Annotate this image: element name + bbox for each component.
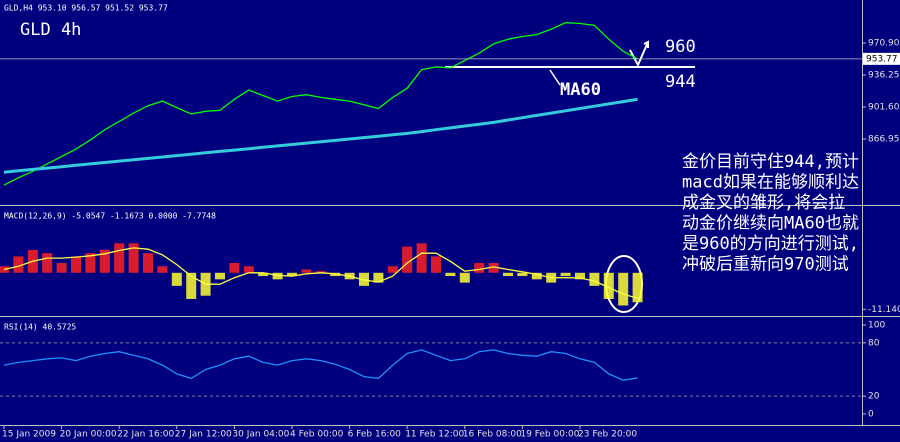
macd-bar: [387, 266, 398, 273]
note-line: 冲破后重新向970测试: [682, 255, 849, 275]
macd-bar: [128, 243, 139, 273]
macd-bar: [229, 262, 240, 273]
x-tick-label: 22 Jan 16:00: [117, 430, 174, 440]
x-tick-label: 27 Jan 12:00: [175, 430, 232, 440]
note-line: 是960的方向进行测试,: [682, 234, 859, 254]
x-tick-label: 30 Jan 04:00: [232, 430, 289, 440]
macd-bar: [459, 272, 470, 283]
last-price-box: [863, 52, 900, 65]
macd-bar: [531, 272, 542, 280]
macd-bar: [301, 269, 312, 273]
y-tick-label: 901.60: [868, 103, 900, 113]
macd-bar: [186, 272, 197, 299]
macd-bar: [243, 266, 254, 273]
x-tick-label: 15 Jan 2009: [2, 430, 56, 440]
macd-bar: [373, 272, 384, 283]
macd-bar: [272, 272, 283, 280]
macd-title: MACD(12,26,9) -5.0547 -1.1673 0.0000 -7.…: [4, 212, 216, 221]
y-tick-label: -11.1406: [868, 305, 900, 315]
x-tick-label: 20 Jan 00:00: [60, 430, 117, 440]
y-tick-label: 0: [868, 409, 874, 419]
macd-bar: [402, 246, 413, 273]
macd-bar: [13, 256, 24, 273]
macd-bar: [258, 272, 269, 277]
x-tick-label: 11 Feb 12:00: [405, 430, 464, 440]
macd-bar: [589, 272, 600, 286]
x-tick-label: 16 Feb 08:00: [463, 430, 522, 440]
macd-bar: [431, 256, 441, 273]
chart-title: GLD,H4 953.10 956.57 951.52 953.77: [4, 4, 168, 13]
x-tick-label: 23 Feb 20:00: [578, 430, 637, 440]
macd-bar: [315, 271, 326, 273]
x-tick-label: 19 Feb 00:00: [520, 430, 579, 440]
macd-bar: [416, 243, 427, 273]
macd-bar: [488, 262, 499, 273]
macd-bar: [71, 256, 81, 273]
macd-bar: [157, 266, 168, 273]
series-line: [3, 97, 638, 174]
macd-bar: [114, 243, 125, 273]
symbol-label: GLD 4h: [20, 20, 81, 40]
macd-bar: [632, 272, 643, 303]
rsi-title: RSI(14) 40.5725: [4, 323, 76, 332]
macd-bar: [517, 272, 528, 277]
macd-bar: [503, 272, 513, 277]
macd-bar: [143, 253, 153, 273]
series-line: [3, 349, 638, 381]
macd-bar: [42, 253, 53, 273]
y-tick-label: 80: [868, 338, 880, 348]
annotation: 944: [665, 72, 696, 92]
arrow: [629, 40, 649, 68]
series-line: [3, 21, 638, 186]
y-tick-label: 970.90: [868, 39, 900, 49]
series-line: [3, 247, 638, 299]
macd-bar: [575, 272, 585, 280]
macd-bar: [603, 272, 614, 299]
last-price-label: 953.77: [866, 54, 898, 64]
macd-bar: [215, 272, 225, 280]
ma-label: MA60: [560, 80, 601, 100]
macd-bar: [171, 272, 182, 286]
y-tick-label: 866.95: [868, 135, 900, 145]
pointer: [549, 69, 561, 86]
macd-bar: [618, 272, 629, 306]
macd-bar: [474, 262, 485, 273]
macd-bar: [85, 253, 96, 273]
note-line: macd如果在能够顺利达: [682, 173, 859, 193]
note-line: 金价目前守住944,预计: [682, 152, 859, 172]
macd-bar: [560, 272, 571, 277]
macd-bar: [99, 249, 110, 273]
x-tick-label: 4 Feb 00:00: [290, 430, 344, 440]
macd-bar: [287, 272, 297, 277]
annotation: 960: [665, 37, 696, 57]
y-tick-label: 100: [868, 321, 885, 331]
y-tick-label: 20: [868, 392, 880, 402]
note-line: 成金叉的雏形,将会拉: [682, 193, 845, 213]
note-line: 动金价继续向MA60也就: [682, 214, 859, 234]
macd-bar: [56, 262, 67, 273]
x-tick-label: 6 Feb 16:00: [348, 430, 402, 440]
y-tick-label: 936.25: [868, 71, 900, 81]
macd-bar: [445, 272, 456, 277]
